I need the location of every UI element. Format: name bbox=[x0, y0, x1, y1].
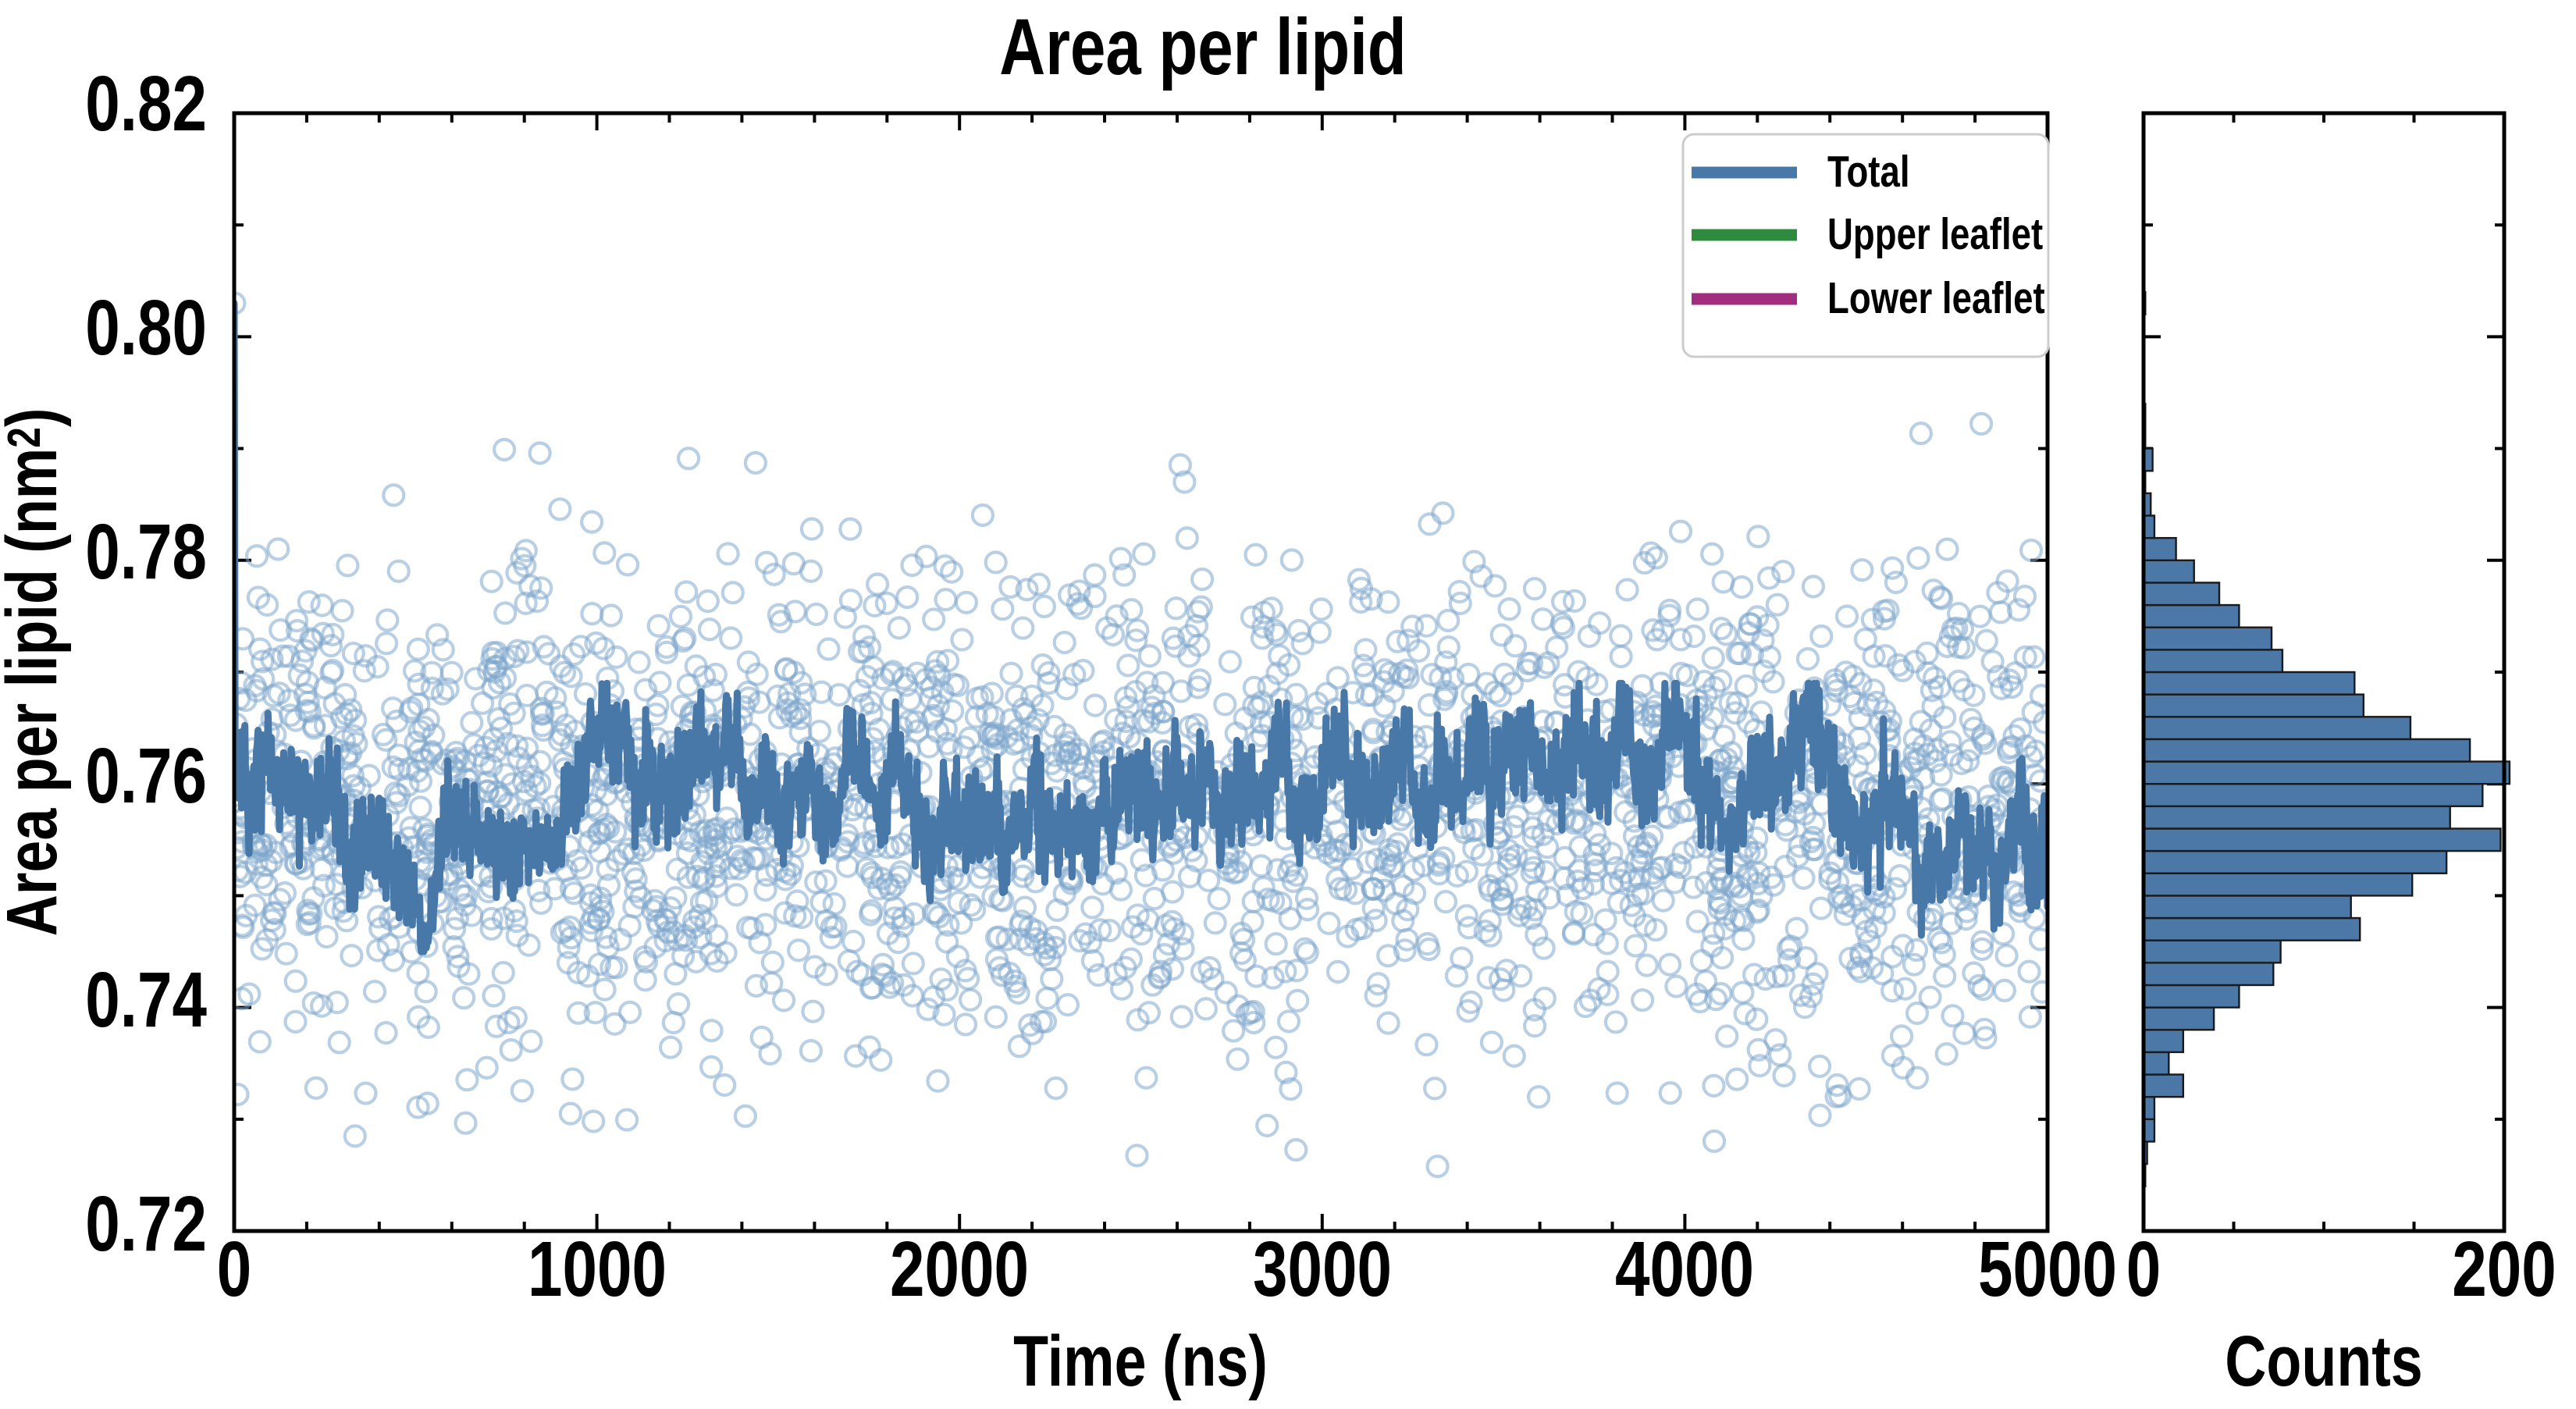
svg-text:0: 0 bbox=[2126, 1226, 2161, 1314]
svg-text:0.72: 0.72 bbox=[85, 1181, 207, 1268]
svg-text:4000: 4000 bbox=[1615, 1226, 1754, 1314]
svg-text:0.82: 0.82 bbox=[85, 61, 207, 148]
svg-text:Area per lipid (nm2): Area per lipid (nm2) bbox=[0, 408, 72, 937]
svg-text:Area per lipid: Area per lipid bbox=[999, 2, 1406, 91]
svg-text:Total: Total bbox=[1827, 146, 1910, 196]
svg-text:2000: 2000 bbox=[890, 1226, 1029, 1314]
svg-text:0.78: 0.78 bbox=[85, 509, 207, 596]
svg-text:0.80: 0.80 bbox=[85, 285, 207, 372]
svg-text:0.76: 0.76 bbox=[85, 733, 207, 820]
svg-text:0.74: 0.74 bbox=[85, 957, 207, 1044]
svg-text:Time (ns): Time (ns) bbox=[1013, 1321, 1268, 1401]
svg-text:1000: 1000 bbox=[528, 1226, 667, 1314]
svg-text:Lower leaflet: Lower leaflet bbox=[1827, 272, 2045, 322]
svg-text:3000: 3000 bbox=[1253, 1226, 1392, 1314]
svg-text:Upper leaflet: Upper leaflet bbox=[1827, 208, 2043, 258]
svg-text:Counts: Counts bbox=[2225, 1321, 2422, 1401]
svg-text:0: 0 bbox=[217, 1226, 251, 1314]
svg-text:5000: 5000 bbox=[1978, 1226, 2117, 1314]
svg-text:200: 200 bbox=[2452, 1226, 2556, 1314]
